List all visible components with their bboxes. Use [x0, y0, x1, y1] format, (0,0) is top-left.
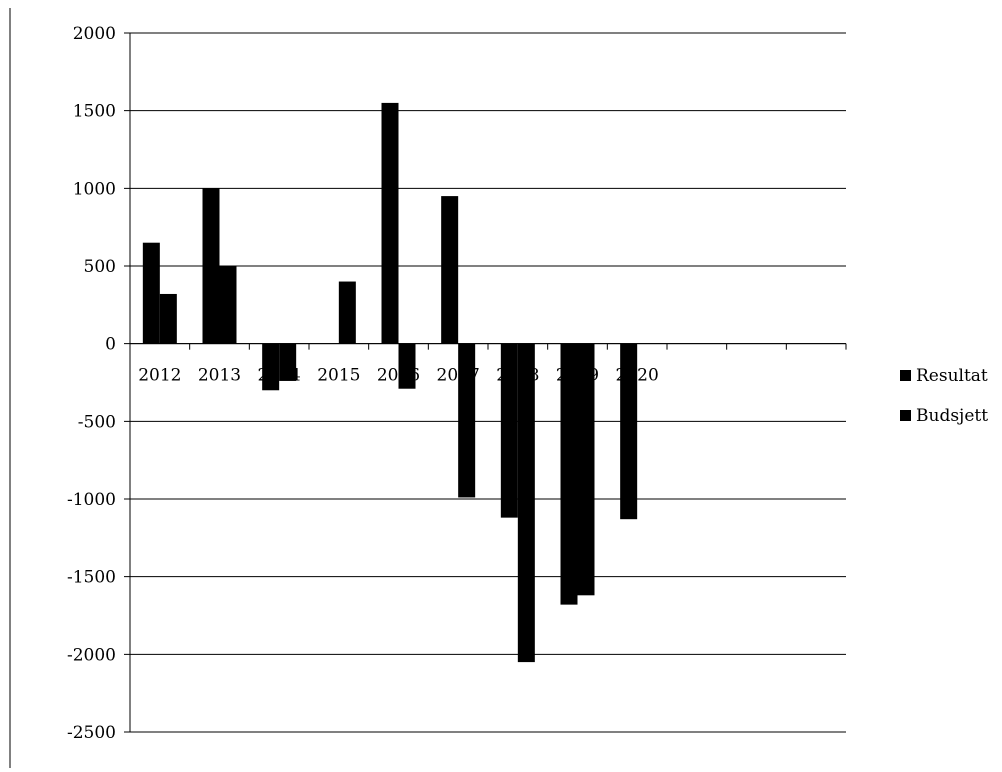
- legend-label-resultat: Resultat: [916, 366, 988, 386]
- x-tick-label: 2016: [377, 366, 420, 386]
- bar-budsjett-2015: [338, 281, 356, 344]
- y-tick-label: 0: [105, 335, 116, 355]
- bar-budsjett-2012: [159, 293, 177, 344]
- y-tick-label: -1500: [67, 568, 116, 588]
- bar-resultat-2018: [500, 343, 518, 518]
- x-tick-label: 2018: [496, 366, 539, 386]
- y-tick-label: 1000: [73, 179, 116, 199]
- y-tick-label: 2000: [73, 24, 116, 44]
- bar-resultat-2019: [560, 343, 578, 605]
- bar-resultat-2012: [142, 242, 160, 344]
- bar-resultat-2013: [202, 188, 220, 344]
- legend-swatch-resultat: [900, 370, 911, 381]
- bar-budsjett-2018: [517, 343, 535, 663]
- x-tick-label: 2019: [556, 366, 599, 386]
- y-axis: 2000 1500 1000 500 0 -500 -1000 -1500 -2000 -2500: [67, 24, 131, 743]
- bar-resultat-2014: [262, 343, 280, 391]
- x-tick-label: 2013: [198, 366, 241, 386]
- x-tick-label: 2017: [437, 366, 480, 386]
- y-tick-label: -2000: [67, 645, 116, 665]
- bar-resultat-2017: [441, 196, 459, 344]
- bar-budsjett-2014: [279, 343, 297, 381]
- bar-budsjett-2016: [398, 343, 416, 389]
- bars: [142, 102, 638, 663]
- x-tick-label: 2012: [138, 366, 181, 386]
- x-tick-label: 2020: [616, 366, 659, 386]
- bar-budsjett-2019: [577, 343, 595, 596]
- y-tick-label: -1000: [67, 490, 116, 510]
- bar-resultat-2020: [620, 343, 638, 520]
- y-tick-label: 500: [84, 257, 116, 277]
- legend-label-budsjett: Budsjett: [916, 406, 988, 426]
- x-tick-label: 2015: [317, 366, 360, 386]
- y-tick-label: 1500: [73, 102, 116, 122]
- y-tick-label: -2500: [67, 723, 116, 743]
- bar-budsjett-2017: [458, 343, 476, 498]
- x-axis: 2012 2013 2014 2015 2016 2017 2018 2019 2020: [129, 343, 847, 386]
- bar-budsjett-2013: [219, 266, 237, 344]
- legend-swatch-budsjett: [900, 410, 911, 421]
- y-tick-label: -500: [78, 412, 116, 432]
- legend: Resultat Budsjett: [900, 366, 988, 426]
- bar-resultat-2016: [381, 102, 399, 344]
- x-tick-label: 2014: [258, 366, 301, 386]
